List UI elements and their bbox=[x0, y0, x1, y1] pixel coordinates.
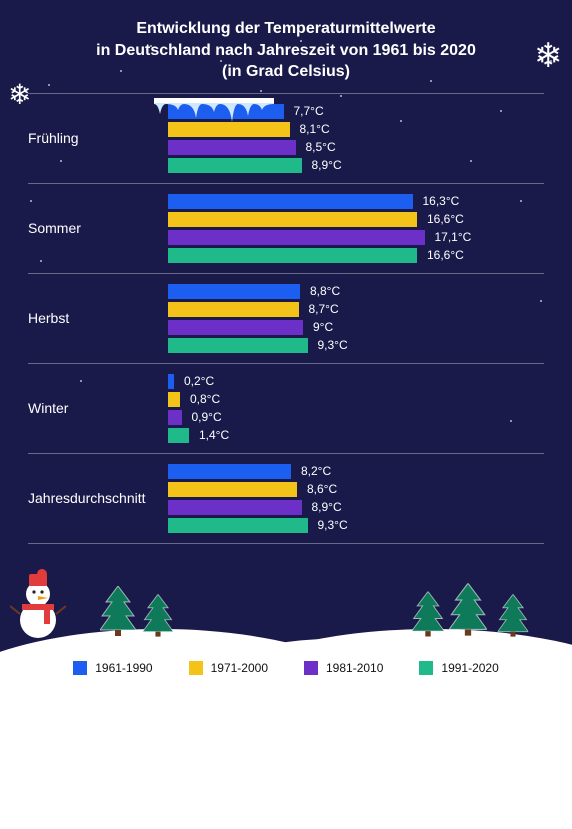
title-line: Entwicklung der Temperaturmittelwerte bbox=[40, 18, 532, 40]
chart-title: Entwicklung der Temperaturmittelwerte in… bbox=[0, 0, 572, 93]
bar-value: 8,2°C bbox=[301, 464, 331, 478]
title-line: in Deutschland nach Jahreszeit von 1961 … bbox=[40, 40, 532, 62]
bar bbox=[168, 284, 300, 299]
bar-value: 8,9°C bbox=[312, 158, 342, 172]
bar-row: 0,2°C bbox=[168, 373, 544, 390]
tree-icon bbox=[100, 586, 136, 641]
bar-value: 8,5°C bbox=[306, 140, 336, 154]
title-line: (in Grad Celsius) bbox=[40, 61, 532, 83]
bar-value: 0,8°C bbox=[190, 392, 220, 406]
bar-row: 0,8°C bbox=[168, 391, 544, 408]
bar bbox=[168, 104, 284, 119]
bar-value: 16,6°C bbox=[427, 212, 464, 226]
bar bbox=[168, 482, 297, 497]
bar-value: 1,4°C bbox=[199, 428, 229, 442]
bar-value: 9°C bbox=[313, 320, 333, 334]
bar-row: 8,6°C bbox=[168, 481, 544, 498]
bar-set: 16,3°C 16,6°C 17,1°C 16,6°C bbox=[168, 192, 544, 265]
bar-row: 16,6°C bbox=[168, 247, 544, 264]
category-group: Winter 0,2°C 0,8°C 0,9°C 1,4°C bbox=[28, 363, 544, 453]
category-label: Herbst bbox=[28, 310, 168, 326]
tree-icon bbox=[498, 594, 529, 641]
snowman-icon bbox=[10, 568, 66, 645]
bar-value: 8,6°C bbox=[307, 482, 337, 496]
bar-row: 9,3°C bbox=[168, 517, 544, 534]
legend-item: 1981-2010 bbox=[304, 661, 383, 675]
legend-item: 1961-1990 bbox=[73, 661, 152, 675]
bar-value: 8,7°C bbox=[309, 302, 339, 316]
bar bbox=[168, 374, 174, 389]
bar-row: 8,2°C bbox=[168, 463, 544, 480]
bar bbox=[168, 230, 425, 245]
bar-row: 1,4°C bbox=[168, 427, 544, 444]
bar-row: 16,3°C bbox=[168, 193, 544, 210]
bar bbox=[168, 122, 290, 137]
bar bbox=[168, 320, 303, 335]
bar bbox=[168, 248, 417, 263]
tree-icon bbox=[143, 594, 174, 641]
category-group: Jahresdurchschnitt 8,2°C 8,6°C 8,9°C 9,3°C bbox=[28, 453, 544, 544]
legend: 1961-1990 1971-2000 1981-2010 1991-2020 bbox=[0, 661, 572, 675]
category-label: Jahresdurchschnitt bbox=[28, 490, 168, 506]
bar-row: 8,1°C bbox=[168, 121, 544, 138]
bar-value: 16,3°C bbox=[423, 194, 460, 208]
bar-row: 8,9°C bbox=[168, 157, 544, 174]
bar-value: 16,6°C bbox=[427, 248, 464, 262]
legend-label: 1961-1990 bbox=[95, 661, 152, 675]
bar-value: 8,1°C bbox=[300, 122, 330, 136]
bar-value: 0,2°C bbox=[184, 374, 214, 388]
bar-row: 8,7°C bbox=[168, 301, 544, 318]
category-group: Herbst 8,8°C 8,7°C 9°C 9,3°C bbox=[28, 273, 544, 363]
bar bbox=[168, 500, 302, 515]
bar-row: 16,6°C bbox=[168, 211, 544, 228]
category-group: Frühling 7,7°C 8,1°C 8,5°C 8,9°C bbox=[28, 93, 544, 183]
bar-value: 0,9°C bbox=[192, 410, 222, 424]
category-group: Sommer 16,3°C 16,6°C 17,1°C 16,6°C bbox=[28, 183, 544, 273]
bar bbox=[168, 464, 291, 479]
legend-swatch bbox=[73, 661, 87, 675]
legend-swatch bbox=[304, 661, 318, 675]
bar bbox=[168, 158, 302, 173]
bar-value: 7,7°C bbox=[294, 104, 324, 118]
bar-chart: Frühling7,7°C8,1°C8,5°C8,9°CSommer16,3°C… bbox=[0, 93, 572, 544]
category-label: Sommer bbox=[28, 220, 168, 236]
bar-set: 0,2°C 0,8°C 0,9°C 1,4°C bbox=[168, 372, 544, 445]
tree-icon bbox=[449, 583, 487, 641]
bar-set: 8,2°C 8,6°C 8,9°C 9,3°C bbox=[168, 462, 544, 535]
bar bbox=[168, 194, 413, 209]
legend-swatch bbox=[419, 661, 433, 675]
bar-row: 8,5°C bbox=[168, 139, 544, 156]
legend-label: 1971-2000 bbox=[211, 661, 268, 675]
legend-swatch bbox=[189, 661, 203, 675]
legend-item: 1971-2000 bbox=[189, 661, 268, 675]
bar-row: 9,3°C bbox=[168, 337, 544, 354]
bar-value: 8,9°C bbox=[312, 500, 342, 514]
bar bbox=[168, 212, 417, 227]
bar-value: 9,3°C bbox=[318, 338, 348, 352]
bar-row: 8,8°C bbox=[168, 283, 544, 300]
bar bbox=[168, 428, 189, 443]
category-label: Frühling bbox=[28, 130, 168, 146]
category-label: Winter bbox=[28, 400, 168, 416]
bar bbox=[168, 302, 299, 317]
bar-row: 8,9°C bbox=[168, 499, 544, 516]
bar-value: 17,1°C bbox=[435, 230, 472, 244]
bar bbox=[168, 140, 296, 155]
bar-row: 0,9°C bbox=[168, 409, 544, 426]
bar-row: 7,7°C bbox=[168, 103, 544, 120]
bar-value: 8,8°C bbox=[310, 284, 340, 298]
bar-row: 17,1°C bbox=[168, 229, 544, 246]
legend-item: 1991-2020 bbox=[419, 661, 498, 675]
bar-row: 9°C bbox=[168, 319, 544, 336]
bar bbox=[168, 392, 180, 407]
legend-label: 1981-2010 bbox=[326, 661, 383, 675]
bar bbox=[168, 518, 308, 533]
legend-label: 1991-2020 bbox=[441, 661, 498, 675]
bar-set: 8,8°C 8,7°C 9°C 9,3°C bbox=[168, 282, 544, 355]
bar-value: 9,3°C bbox=[318, 518, 348, 532]
bar-set: 7,7°C 8,1°C 8,5°C 8,9°C bbox=[168, 102, 544, 175]
bar bbox=[168, 410, 182, 425]
bar bbox=[168, 338, 308, 353]
tree-icon bbox=[412, 592, 444, 642]
